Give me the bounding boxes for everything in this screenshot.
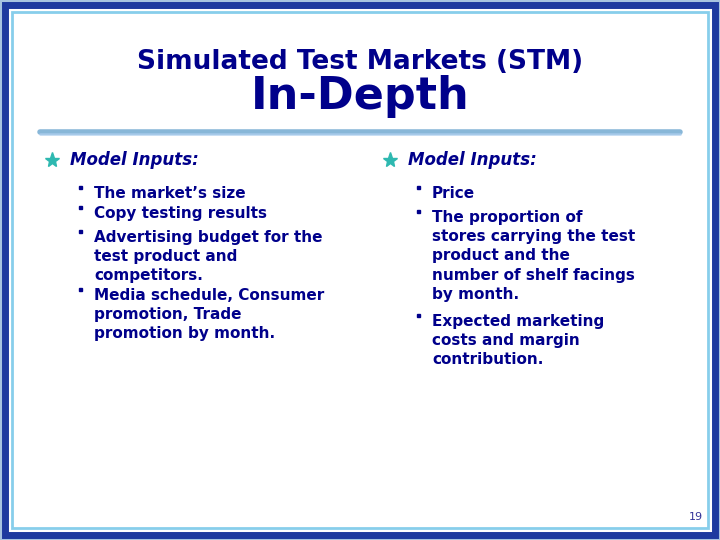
Bar — [78, 230, 81, 233]
Text: Model Inputs:: Model Inputs: — [70, 151, 199, 169]
Text: Model Inputs:: Model Inputs: — [408, 151, 536, 169]
Bar — [416, 186, 420, 189]
Text: Expected marketing
costs and margin
contribution.: Expected marketing costs and margin cont… — [432, 314, 604, 367]
Text: The proportion of
stores carrying the test
product and the
number of shelf facin: The proportion of stores carrying the te… — [432, 210, 635, 302]
Text: 19: 19 — [689, 512, 703, 522]
Text: Copy testing results: Copy testing results — [94, 206, 267, 221]
Text: In-Depth: In-Depth — [251, 76, 469, 118]
Text: The market’s size: The market’s size — [94, 186, 246, 201]
Bar — [416, 314, 420, 317]
Text: Advertising budget for the
test product and
competitors.: Advertising budget for the test product … — [94, 230, 323, 284]
Text: Media schedule, Consumer
promotion, Trade
promotion by month.: Media schedule, Consumer promotion, Trad… — [94, 288, 324, 341]
FancyBboxPatch shape — [5, 5, 715, 535]
Text: Price: Price — [432, 186, 475, 201]
Bar — [78, 288, 81, 291]
Bar — [78, 206, 81, 209]
FancyBboxPatch shape — [12, 12, 708, 528]
Bar — [416, 210, 420, 213]
Text: Simulated Test Markets (STM): Simulated Test Markets (STM) — [137, 49, 583, 75]
Bar — [78, 186, 81, 189]
